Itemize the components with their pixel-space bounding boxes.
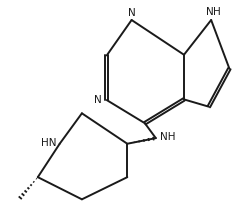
Text: N: N [206, 7, 214, 17]
Text: N: N [94, 95, 102, 105]
Text: H: H [213, 7, 220, 17]
Text: NH: NH [160, 132, 176, 142]
Text: N: N [128, 7, 135, 18]
Text: HN: HN [41, 138, 56, 148]
